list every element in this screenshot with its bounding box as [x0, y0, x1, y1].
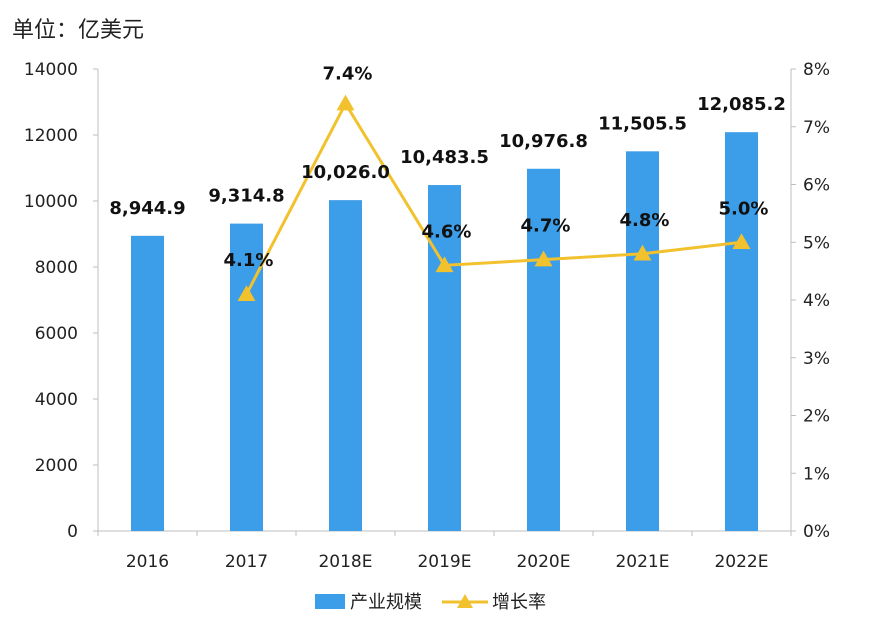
growth-value-label: 4.8%	[620, 210, 670, 231]
bar-value-label: 12,085.2	[697, 94, 786, 115]
left-tick-label: 8000	[35, 258, 78, 278]
right-tick-label: 6%	[803, 176, 830, 196]
right-tick-label: 0%	[803, 522, 830, 542]
right-tick-label: 5%	[803, 233, 830, 253]
x-tick-label: 2017	[225, 552, 268, 572]
triangle-marker	[732, 233, 751, 249]
axes: 0 2000 4000 6000 8000 10000 12000 14000 0% 1% 2% 3%…	[24, 60, 830, 572]
bar	[131, 235, 164, 531]
unit-label: 单位：亿美元	[12, 18, 145, 43]
left-tick-label: 2000	[35, 456, 78, 476]
legend-triangle-icon	[457, 594, 473, 608]
left-tick-label: 14000	[24, 60, 78, 80]
bar-series	[131, 132, 758, 532]
growth-value-label: 5.0%	[719, 198, 769, 219]
left-tick-label: 6000	[35, 324, 78, 344]
triangle-marker	[336, 94, 355, 111]
growth-value-label: 7.4%	[323, 64, 373, 85]
x-tick-label: 2020E	[516, 552, 570, 572]
legend-line-label: 增长率	[492, 592, 546, 613]
bar-value-label: 10,976.8	[499, 131, 588, 152]
bar-value-label: 9,314.8	[208, 186, 284, 207]
right-tick-label: 1%	[803, 464, 830, 484]
bar	[527, 168, 560, 531]
left-tick-label: 0	[67, 522, 78, 542]
right-tick-label: 3%	[803, 349, 830, 369]
x-tick-label: 2019E	[417, 552, 471, 572]
left-tick-label: 12000	[24, 126, 78, 146]
bar-value-label: 10,026.0	[301, 162, 390, 183]
line-series	[237, 94, 751, 301]
x-tick-label: 2016	[126, 552, 169, 572]
bar	[428, 185, 461, 531]
bar	[725, 132, 758, 531]
bar	[329, 200, 362, 531]
bar	[626, 151, 659, 532]
legend-bar-swatch	[315, 594, 345, 609]
legend: 产业规模 增长率	[315, 592, 546, 613]
x-tick-label: 2022E	[714, 552, 768, 572]
legend-bar-label: 产业规模	[350, 592, 422, 613]
growth-value-label: 4.7%	[521, 216, 571, 237]
bar-value-label: 11,505.5	[598, 113, 687, 134]
growth-value-label: 4.6%	[422, 221, 472, 242]
triangle-marker	[435, 256, 454, 273]
right-tick-label: 4%	[803, 291, 830, 311]
right-tick-label: 2%	[803, 407, 830, 427]
triangle-marker	[534, 250, 553, 267]
growth-value-label: 4.1%	[224, 250, 274, 271]
triangle-marker	[237, 285, 256, 301]
x-tick-label: 2018E	[318, 552, 372, 572]
right-tick-label: 7%	[803, 118, 830, 138]
x-tick-label: 2021E	[615, 552, 669, 572]
left-tick-label: 4000	[35, 390, 78, 410]
bar-value-label: 10,483.5	[400, 147, 489, 168]
triangle-marker	[633, 244, 652, 261]
growth-line	[245, 100, 742, 295]
bar-value-label: 8,944.9	[109, 198, 185, 219]
left-tick-label: 10000	[24, 192, 78, 212]
right-tick-label: 8%	[803, 60, 830, 80]
data-labels: 8,944.9 9,314.8 10,026.0 10,483.5 10,976.8 11…	[109, 64, 786, 272]
